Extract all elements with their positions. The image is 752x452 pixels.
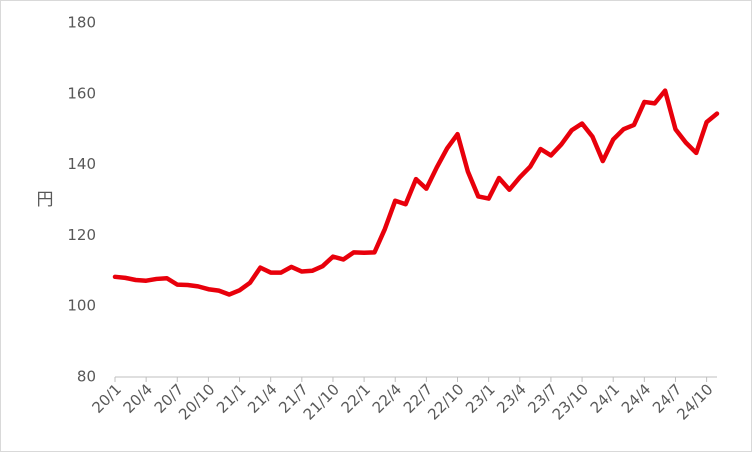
line: [112, 88, 720, 297]
y-tick-label: 120: [67, 226, 96, 244]
y-tick-label: 80: [77, 368, 96, 386]
y-tick-label: 160: [67, 84, 96, 102]
y-axis-label: 円: [37, 190, 54, 210]
y-tick-label: 180: [67, 14, 96, 32]
y-tick-label: 140: [67, 155, 96, 173]
y-tick-label: 100: [67, 297, 96, 315]
